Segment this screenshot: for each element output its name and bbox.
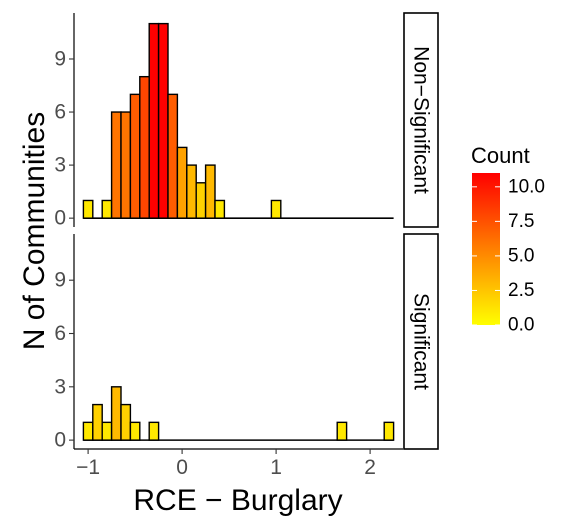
histogram-bar (176, 146, 188, 219)
facet-panel: Significant (82, 233, 439, 450)
legend-label: 5.0 (508, 245, 534, 266)
histogram-bar (195, 182, 207, 219)
x-tick-label: 1 (270, 456, 282, 479)
legend-label: 7.5 (508, 211, 534, 232)
facet-strip (403, 12, 439, 228)
histogram-bar (129, 421, 141, 441)
histogram-bar (110, 386, 122, 441)
histogram-bar (101, 199, 113, 219)
y-tick-label: 0 (54, 429, 66, 452)
histogram-bar (82, 421, 94, 441)
y-tick-label: 6 (54, 101, 66, 124)
histogram-bar (186, 164, 197, 219)
histogram-bar (139, 75, 150, 219)
histogram-bar (204, 164, 216, 219)
histogram-bar (148, 421, 160, 441)
histogram-bar (129, 93, 141, 219)
y-tick-label: 6 (54, 322, 66, 345)
histogram-bar (82, 199, 94, 219)
x-axis-title: RCE − Burglary (133, 484, 342, 517)
histogram-bar (120, 403, 132, 441)
axes: 0 3 6 9 0 3 6 9 −1 0 1 2 (54, 13, 403, 479)
histogram-bar (110, 111, 122, 219)
facet-strip-label: Non−Significant (410, 46, 433, 194)
facet-panels: Non−Significant Significant (82, 12, 439, 450)
histogram-bar (120, 111, 132, 219)
y-tick-label: 3 (54, 375, 66, 398)
histogram-bar (383, 421, 395, 441)
histogram-bar (167, 93, 179, 219)
legend-label: 10.0 (508, 176, 545, 197)
x-tick-label: −1 (76, 456, 100, 479)
histogram-bar (214, 199, 226, 219)
legend-label: 2.5 (508, 280, 534, 301)
y-tick-label: 0 (54, 207, 66, 230)
facet-strip (403, 233, 439, 450)
facet-strip-label: Significant (410, 293, 433, 390)
y-tick-label: 3 (54, 154, 66, 177)
histogram-bar (101, 421, 113, 441)
histogram-bar (148, 22, 160, 219)
histogram-bar (336, 421, 348, 441)
facet-panel: Non−Significant (82, 12, 439, 228)
y-tick-label: 9 (54, 47, 66, 70)
x-tick-label: 2 (364, 456, 376, 479)
histogram-bar (157, 22, 169, 219)
x-tick-label: 0 (176, 456, 188, 479)
legend: Count 10.0 7.5 5.0 2.5 0.0 (471, 143, 545, 336)
y-tick-label: 9 (54, 269, 66, 292)
legend-label: 0.0 (508, 315, 534, 336)
legend-colorbar (472, 173, 500, 325)
y-axis-title: N of Communities (18, 112, 51, 350)
legend-title: Count (471, 143, 530, 168)
histogram-bar (270, 199, 282, 219)
histogram-bar (92, 403, 103, 441)
